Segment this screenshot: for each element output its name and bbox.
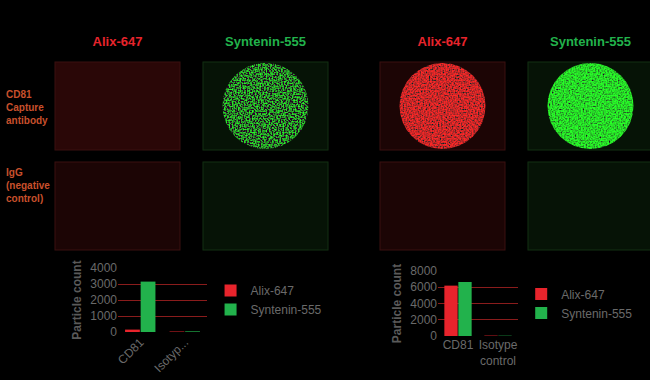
html-text:Syntenin-555: Syntenin-555 xyxy=(550,34,631,49)
html-text:Syntenin-555: Syntenin-555 xyxy=(225,34,306,49)
svg-text:8000: 8000 xyxy=(410,264,437,278)
svg-text:1000: 1000 xyxy=(90,309,117,323)
svg-text:0: 0 xyxy=(110,325,117,339)
svg-text:6000: 6000 xyxy=(410,280,437,294)
svg-text:Particle count: Particle count xyxy=(70,260,84,339)
svg-text:CD81: CD81 xyxy=(115,335,147,367)
html-text:CD81 Capture antibody: CD81 Capture antibody xyxy=(6,89,48,126)
html-text:Alix-647: Alix-647 xyxy=(92,34,143,49)
svg-text:3000: 3000 xyxy=(90,277,117,291)
svg-text:Alix-647: Alix-647 xyxy=(251,284,295,298)
svg-text:CD81: CD81 xyxy=(443,338,474,352)
svg-text:Particle count: Particle count xyxy=(390,264,404,343)
svg-text:Isotypecontrol: Isotypecontrol xyxy=(479,338,518,368)
svg-text:Alix-647: Alix-647 xyxy=(561,288,605,302)
svg-text:4000: 4000 xyxy=(410,297,437,311)
svg-text:Syntenin-555: Syntenin-555 xyxy=(561,307,632,321)
html-text:IgG (negative control): IgG (negative control) xyxy=(6,167,50,204)
svg-text:Isotyp...: Isotyp... xyxy=(151,335,191,375)
html-text:Alix-647: Alix-647 xyxy=(417,34,468,49)
svg-text:Syntenin-555: Syntenin-555 xyxy=(251,303,322,317)
svg-text:2000: 2000 xyxy=(410,313,437,327)
svg-text:2000: 2000 xyxy=(90,293,117,307)
svg-text:0: 0 xyxy=(430,329,437,343)
svg-text:4000: 4000 xyxy=(90,261,117,275)
